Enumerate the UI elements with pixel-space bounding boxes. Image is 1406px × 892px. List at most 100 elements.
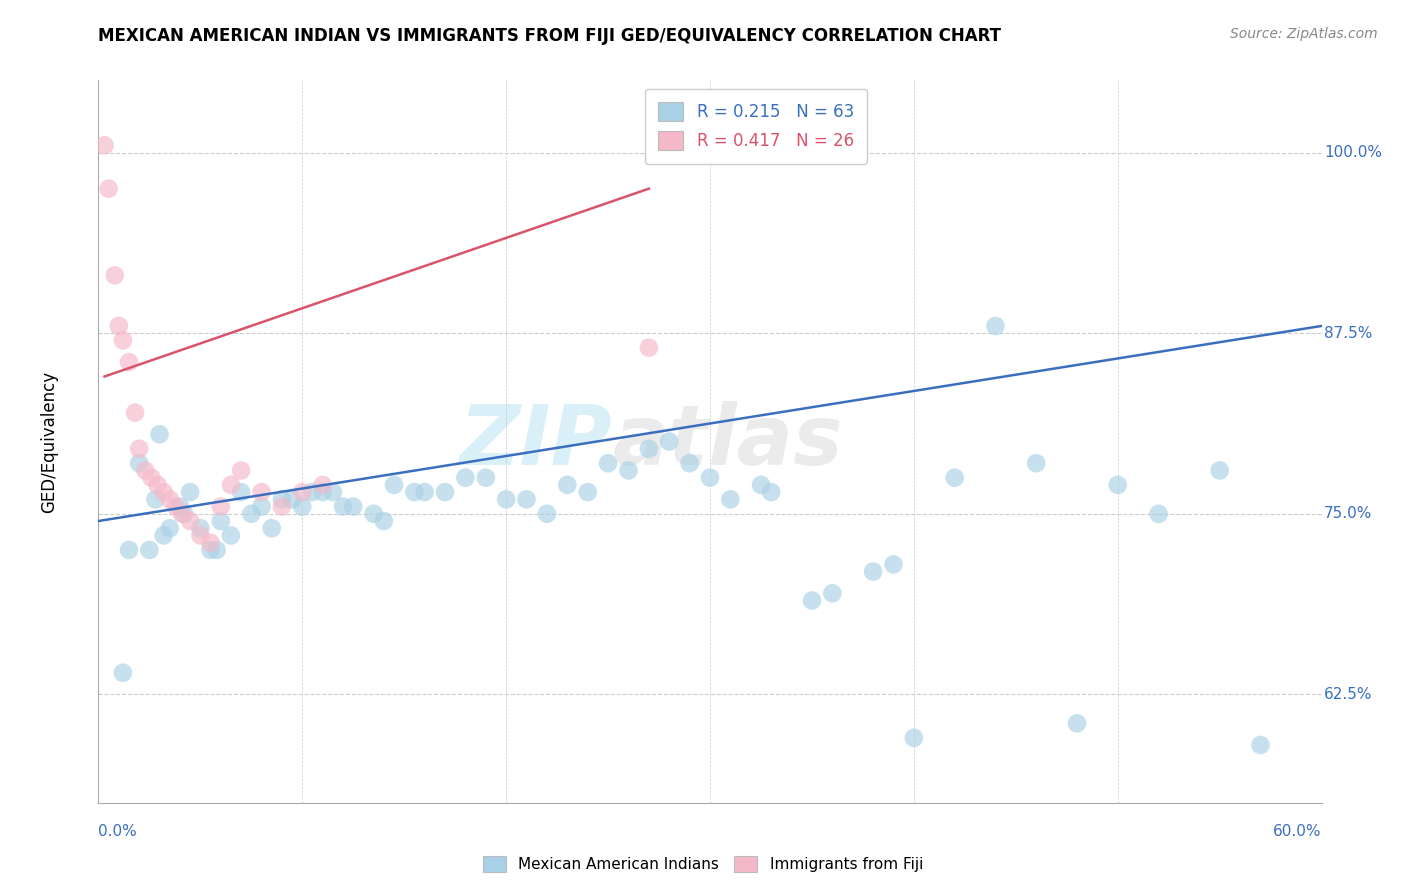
Text: Source: ZipAtlas.com: Source: ZipAtlas.com [1230,27,1378,41]
Point [146,478,169,492]
Point [141,471,163,485]
Point [883,558,905,572]
Point [118,355,141,369]
Point [637,341,661,355]
Point [118,542,141,557]
Point [637,442,661,456]
Point [862,565,884,579]
Point [281,492,304,507]
Point [1066,716,1088,731]
Point [145,492,167,507]
Point [596,456,619,470]
Point [312,478,335,492]
Point [205,542,228,557]
Point [169,500,191,514]
Text: 100.0%: 100.0% [1324,145,1382,160]
Point [240,507,263,521]
Point [1025,456,1047,470]
Point [373,514,395,528]
Point [536,507,558,521]
Point [1107,478,1129,492]
Point [128,456,150,470]
Point [679,456,702,470]
Point [658,434,681,449]
Point [382,478,405,492]
Point [108,318,131,333]
Legend: R = 0.215   N = 63, R = 0.417   N = 26: R = 0.215 N = 63, R = 0.417 N = 26 [645,88,868,164]
Point [291,485,314,500]
Point [165,500,187,514]
Point [188,528,212,542]
Point [617,463,640,477]
Point [495,492,517,507]
Point [231,463,253,477]
Point [179,514,201,528]
Text: 0.0%: 0.0% [98,824,138,839]
Text: 60.0%: 60.0% [1274,824,1322,839]
Point [454,471,477,485]
Point [250,485,273,500]
Point [718,492,742,507]
Legend: Mexican American Indians, Immigrants from Fiji: Mexican American Indians, Immigrants fro… [475,848,931,880]
Point [413,485,436,500]
Point [576,485,599,500]
Point [312,485,335,500]
Point [173,507,195,521]
Point [1147,507,1170,521]
Point [801,593,824,607]
Point [759,485,782,500]
Point [93,138,115,153]
Point [138,542,160,557]
Text: 75.0%: 75.0% [1324,507,1372,521]
Text: atlas: atlas [612,401,842,482]
Point [270,492,294,507]
Point [159,521,181,535]
Point [943,471,966,485]
Point [159,492,181,507]
Point [749,478,772,492]
Point [200,535,222,549]
Point [231,485,253,500]
Point [134,463,156,477]
Point [97,182,120,196]
Point [111,334,134,348]
Point [903,731,925,745]
Point [301,485,323,500]
Point [699,471,721,485]
Point [984,318,1007,333]
Point [270,500,294,514]
Point [260,521,283,535]
Point [188,521,212,535]
Point [1208,463,1232,477]
Point [209,500,232,514]
Point [124,406,146,420]
Point [250,500,273,514]
Text: 62.5%: 62.5% [1324,687,1372,702]
Point [128,442,150,456]
Point [342,500,364,514]
Point [179,485,201,500]
Point [104,268,127,283]
Point [291,500,314,514]
Point [152,485,174,500]
Point [474,471,498,485]
Point [516,492,538,507]
Text: MEXICAN AMERICAN INDIAN VS IMMIGRANTS FROM FIJI GED/EQUIVALENCY CORRELATION CHAR: MEXICAN AMERICAN INDIAN VS IMMIGRANTS FR… [98,27,1001,45]
Point [209,514,232,528]
Point [149,427,172,442]
Point [219,478,242,492]
Point [200,542,222,557]
Point [1249,738,1271,752]
Point [433,485,456,500]
Point [363,507,385,521]
Text: GED/Equivalency: GED/Equivalency [41,370,59,513]
Point [821,586,844,600]
Point [152,528,174,542]
Point [404,485,426,500]
Point [332,500,354,514]
Text: 87.5%: 87.5% [1324,326,1372,341]
Point [555,478,579,492]
Text: ZIP: ZIP [460,401,612,482]
Point [111,665,134,680]
Point [322,485,344,500]
